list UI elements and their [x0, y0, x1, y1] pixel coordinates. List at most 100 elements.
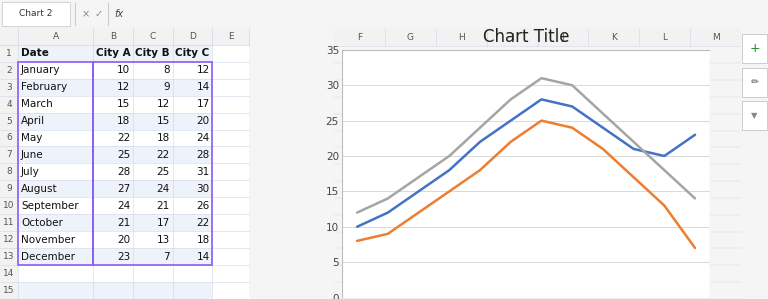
Series3 [506, 97, 515, 101]
Text: 5: 5 [6, 117, 12, 126]
Text: 4: 4 [6, 100, 12, 109]
Series3 [414, 176, 423, 179]
FancyBboxPatch shape [18, 163, 93, 180]
Text: fx: fx [114, 9, 123, 19]
Text: 22: 22 [197, 218, 210, 228]
Text: 12: 12 [3, 235, 15, 244]
Series2 [690, 246, 700, 250]
Series3 [660, 168, 669, 172]
FancyBboxPatch shape [93, 231, 133, 248]
FancyBboxPatch shape [743, 68, 766, 97]
FancyBboxPatch shape [173, 112, 212, 129]
Text: J: J [561, 33, 564, 42]
Text: ▼: ▼ [751, 111, 758, 120]
Series1 [353, 225, 362, 228]
Text: D: D [189, 32, 196, 41]
Series2 [445, 190, 454, 193]
FancyBboxPatch shape [436, 28, 487, 47]
FancyBboxPatch shape [18, 282, 93, 299]
FancyBboxPatch shape [173, 147, 212, 163]
Text: 7: 7 [6, 150, 12, 159]
Line: Series3: Series3 [357, 78, 695, 213]
Text: 28: 28 [197, 150, 210, 160]
Text: 8: 8 [164, 65, 170, 75]
Text: 1: 1 [6, 49, 12, 58]
FancyBboxPatch shape [538, 28, 588, 47]
Text: 30: 30 [197, 184, 210, 194]
FancyBboxPatch shape [93, 45, 133, 62]
Text: 20: 20 [197, 116, 210, 126]
Text: 24: 24 [197, 133, 210, 143]
Text: 10: 10 [3, 201, 15, 210]
Text: November: November [21, 235, 75, 245]
FancyBboxPatch shape [133, 129, 173, 147]
FancyBboxPatch shape [93, 214, 133, 231]
Text: C: C [150, 32, 156, 41]
Series3 [353, 211, 362, 214]
FancyBboxPatch shape [0, 282, 18, 299]
Series1 [414, 190, 423, 193]
Text: August: August [21, 184, 58, 194]
Text: Chart 2: Chart 2 [19, 9, 53, 19]
FancyBboxPatch shape [173, 231, 212, 248]
Text: G: G [407, 33, 414, 42]
FancyBboxPatch shape [93, 79, 133, 96]
Text: 21: 21 [157, 201, 170, 211]
FancyBboxPatch shape [173, 214, 212, 231]
Series3 [475, 126, 485, 129]
Text: 7: 7 [164, 252, 170, 262]
Text: 13: 13 [157, 235, 170, 245]
Series2 [475, 168, 485, 172]
Series2 [568, 126, 577, 129]
Text: May: May [21, 133, 42, 143]
Text: City B: City B [135, 48, 170, 58]
FancyBboxPatch shape [18, 248, 93, 265]
FancyBboxPatch shape [133, 214, 173, 231]
FancyBboxPatch shape [93, 163, 133, 180]
Text: June: June [21, 150, 44, 160]
Text: 9: 9 [6, 184, 12, 193]
FancyBboxPatch shape [173, 180, 212, 197]
FancyBboxPatch shape [133, 28, 173, 45]
FancyBboxPatch shape [212, 147, 249, 163]
FancyBboxPatch shape [133, 112, 173, 129]
FancyBboxPatch shape [93, 28, 133, 45]
Series3 [383, 197, 392, 200]
FancyBboxPatch shape [93, 180, 133, 197]
Text: 27: 27 [117, 184, 130, 194]
FancyBboxPatch shape [0, 96, 18, 112]
FancyBboxPatch shape [133, 45, 173, 62]
Text: ✓: ✓ [95, 9, 103, 19]
Title: Chart Title: Chart Title [483, 28, 569, 45]
FancyBboxPatch shape [173, 282, 212, 299]
Text: 22: 22 [117, 133, 130, 143]
Series2 [598, 147, 607, 151]
FancyBboxPatch shape [18, 62, 93, 79]
Text: 24: 24 [157, 184, 170, 194]
Line: Series2: Series2 [357, 120, 695, 248]
FancyBboxPatch shape [93, 129, 133, 147]
FancyBboxPatch shape [0, 28, 18, 45]
Text: 11: 11 [3, 218, 15, 227]
Text: Date: Date [21, 48, 49, 58]
FancyBboxPatch shape [18, 79, 93, 96]
Series1 [537, 97, 546, 101]
FancyBboxPatch shape [212, 180, 249, 197]
Text: 15: 15 [3, 286, 15, 295]
Text: 25: 25 [117, 150, 130, 160]
FancyBboxPatch shape [0, 231, 18, 248]
Text: ✏: ✏ [750, 77, 759, 87]
Text: 24: 24 [117, 201, 130, 211]
FancyBboxPatch shape [212, 112, 249, 129]
FancyBboxPatch shape [0, 147, 18, 163]
FancyBboxPatch shape [212, 248, 249, 265]
FancyBboxPatch shape [133, 248, 173, 265]
Series1 [690, 133, 700, 137]
Series2 [414, 211, 423, 214]
Text: H: H [458, 33, 465, 42]
FancyBboxPatch shape [18, 231, 93, 248]
Text: April: April [21, 116, 45, 126]
FancyBboxPatch shape [743, 34, 766, 63]
Series3 [598, 112, 607, 115]
Series1 [629, 147, 638, 151]
